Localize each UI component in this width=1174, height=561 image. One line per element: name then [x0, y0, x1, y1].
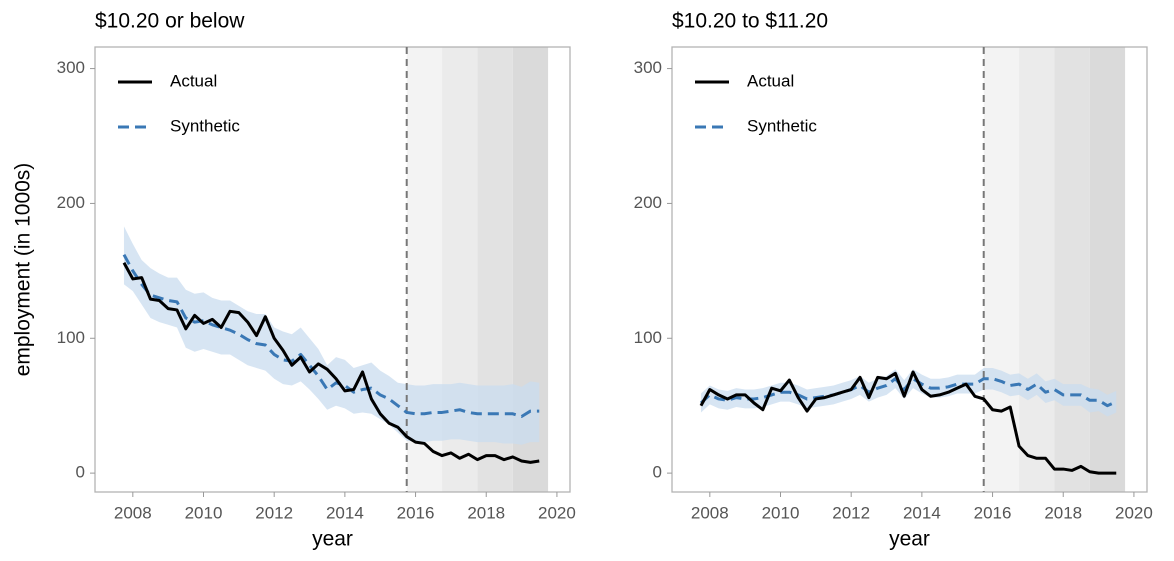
x-tick-label: 2018 — [467, 503, 505, 522]
chart-title: $10.20 to $11.20 — [672, 10, 828, 33]
x-tick-label: 2010 — [185, 503, 223, 522]
confidence-band — [123, 226, 540, 445]
x-tick-label: 2008 — [691, 503, 729, 522]
shaded-period — [1089, 47, 1126, 492]
x-tick-label: 2020 — [538, 503, 576, 522]
x-axis-label: year — [889, 528, 930, 551]
series-line — [699, 370, 1117, 475]
legend-label: Synthetic — [170, 116, 240, 135]
x-tick-label: 2010 — [762, 503, 800, 522]
shaded-period — [1054, 47, 1090, 492]
y-tick-label: 100 — [57, 328, 85, 347]
plot-border — [94, 46, 571, 493]
y-axis-label: employment (in 1000s) — [12, 163, 35, 377]
shaded-period — [1019, 47, 1055, 492]
x-tick-label: 2012 — [832, 503, 870, 522]
legend-label: Actual — [747, 71, 794, 90]
y-tick-label: 300 — [57, 58, 85, 77]
y-tick-label: 200 — [57, 193, 85, 212]
x-tick-label: 2008 — [114, 503, 152, 522]
x-axis-label: year — [312, 528, 353, 551]
legend-label: Actual — [170, 71, 217, 90]
x-tick-label: 2020 — [1115, 503, 1153, 522]
panel: 2008 2010 2012 2014 2016 2018 2020 0 100 200 300 $1… — [634, 10, 1153, 551]
confidence-band — [700, 367, 1117, 417]
x-tick-label: 2018 — [1044, 503, 1082, 522]
series-line — [122, 253, 540, 418]
x-tick-label: 2016 — [974, 503, 1012, 522]
y-tick-label: 300 — [634, 58, 662, 77]
y-tick-label: 200 — [634, 193, 662, 212]
y-tick-label: 0 — [653, 463, 662, 482]
x-tick-label: 2014 — [326, 503, 364, 522]
panel: 2008 2010 2012 2014 2016 2018 2020 0 100 200 300 $1… — [12, 10, 576, 551]
plot-border — [671, 46, 1148, 493]
x-tick-label: 2016 — [397, 503, 435, 522]
y-tick-label: 100 — [634, 328, 662, 347]
y-tick-label: 0 — [76, 463, 85, 482]
x-tick-label: 2014 — [903, 503, 941, 522]
legend-label: Synthetic — [747, 116, 817, 135]
x-tick-label: 2012 — [255, 503, 293, 522]
chart-title: $10.20 or below — [95, 10, 245, 33]
series-line — [122, 262, 540, 464]
